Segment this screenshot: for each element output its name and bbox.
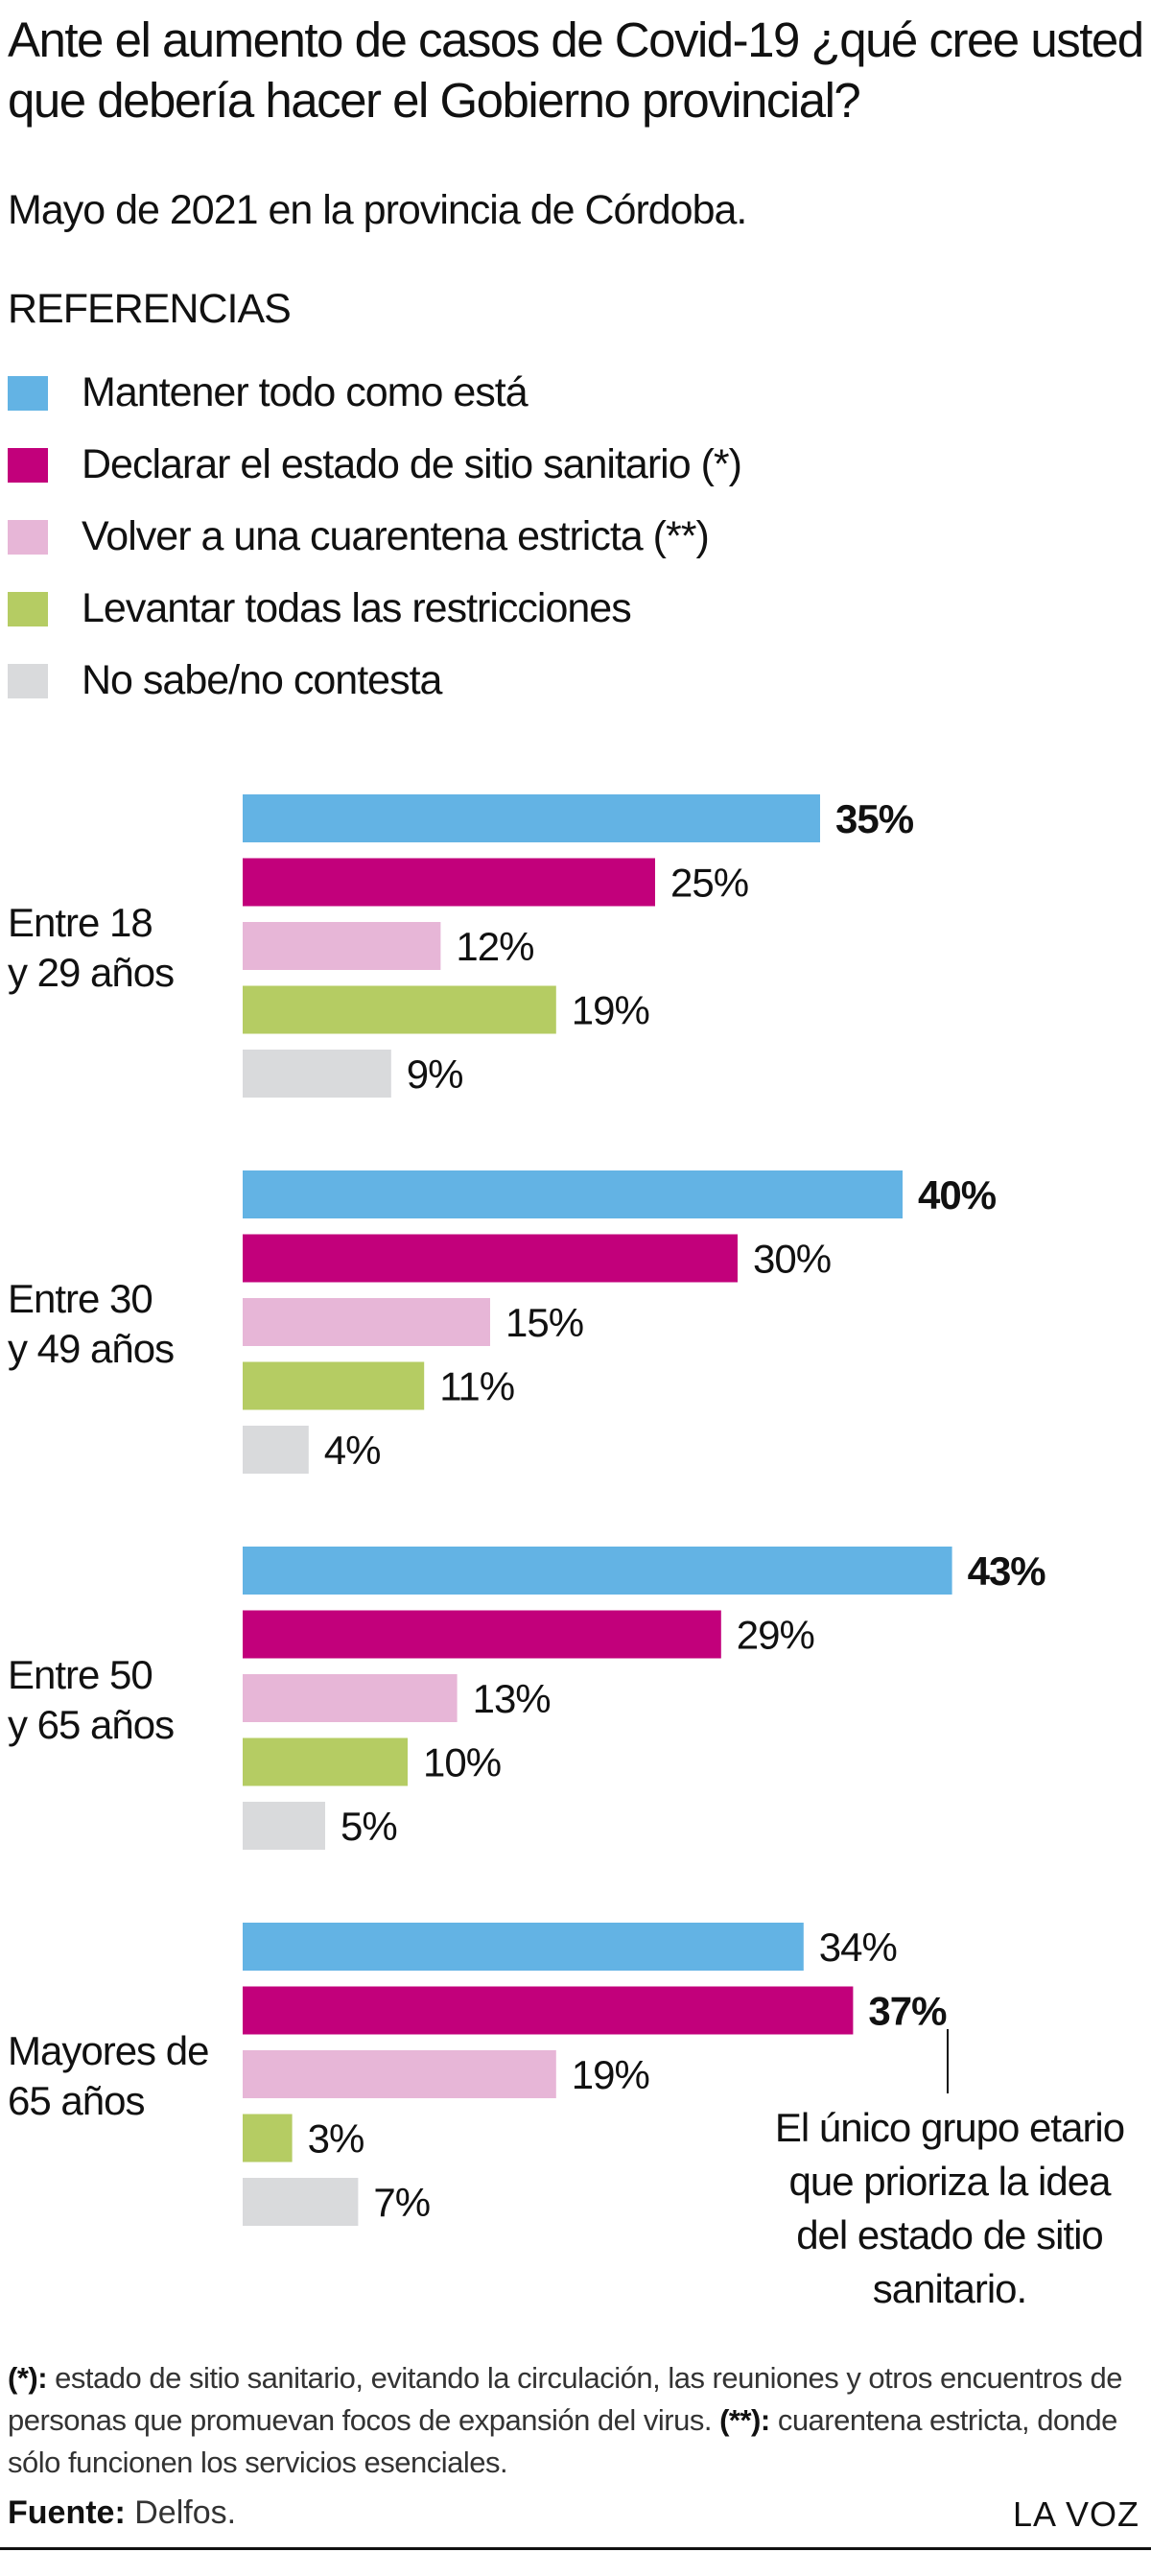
bar: [243, 1170, 903, 1218]
group-label: y 29 años: [8, 950, 174, 995]
legend-item-mantener: Mantener todo como está: [8, 357, 741, 429]
bar-value-label: 4%: [324, 1428, 381, 1473]
bar-value-label: 19%: [572, 2052, 649, 2097]
group-label: Mayores de: [8, 2028, 208, 2073]
legend-swatch: [8, 519, 48, 555]
bar-value-label: 19%: [572, 988, 649, 1033]
footnote-mark-1: (*):: [8, 2361, 48, 2395]
bar: [243, 794, 820, 842]
legend-swatch: [8, 375, 48, 411]
legend-item-cuarentena: Volver a una cuarentena estricta (**): [8, 501, 741, 573]
bar: [243, 1674, 458, 1722]
legend-label: Levantar todas las restricciones: [82, 585, 632, 631]
annotation-leader-line: [947, 2029, 949, 2093]
bar: [243, 1361, 425, 1410]
chart-subtitle: Mayo de 2021 en la provincia de Córdoba.: [8, 187, 747, 233]
footnote: (*): estado de sitio sanitario, evitando…: [8, 2357, 1144, 2484]
footnote-text-1: estado de sitio sanitario, evitando la c…: [8, 2361, 1122, 2437]
brand-logo: LA VOZ: [1012, 2494, 1139, 2534]
group-label: Entre 18: [8, 900, 153, 945]
group-label: y 65 años: [8, 1702, 174, 1747]
bar: [243, 858, 655, 907]
bar: [243, 2114, 293, 2162]
bar-value-label: 35%: [835, 796, 914, 841]
bar-value-label: 30%: [753, 1237, 831, 1282]
bar: [243, 2178, 359, 2226]
footnote-mark-2: (**):: [719, 2403, 770, 2437]
bar: [243, 1234, 738, 1283]
bar-value-label: 11%: [439, 1364, 514, 1409]
bottom-rule: [0, 2547, 1151, 2550]
legend-item-nsnc: No sabe/no contesta: [8, 645, 741, 717]
source: Fuente: Delfos.: [8, 2494, 236, 2532]
bar-value-label: 13%: [473, 1676, 551, 1721]
bar: [243, 1610, 721, 1659]
legend-swatch: [8, 447, 48, 483]
legend-title: REFERENCIAS: [8, 286, 292, 332]
source-label: Fuente:: [8, 2494, 126, 2531]
bar-value-label: 43%: [968, 1548, 1046, 1594]
annotation: El único grupo etario que prioriza la id…: [774, 2105, 1125, 2311]
bar-value-label: 40%: [918, 1172, 997, 1217]
bar: [243, 985, 556, 1034]
bar-value-label: 10%: [423, 1740, 501, 1785]
bar: [243, 1986, 854, 2035]
bar: [243, 1737, 408, 1786]
legend-item-levantar: Levantar todas las restricciones: [8, 573, 741, 645]
legend-label: No sabe/no contesta: [82, 657, 442, 703]
bar: [243, 1298, 490, 1346]
bar-value-label: 34%: [819, 1925, 897, 1970]
group-label: Entre 50: [8, 1652, 153, 1697]
bar: [243, 1426, 309, 1474]
group-label: y 49 años: [8, 1326, 174, 1371]
bar-value-label: 37%: [868, 1989, 947, 2034]
bar-value-label: 3%: [308, 2116, 364, 2162]
legend-label: Volver a una cuarentena estricta (**): [82, 513, 710, 559]
source-value: Delfos.: [125, 2494, 237, 2531]
legend-label: Mantener todo como está: [82, 369, 529, 415]
bar-value-label: 25%: [670, 861, 748, 906]
legend-swatch: [8, 663, 48, 698]
bar-chart: 35% 25% 12% 19% 9% Entre 18 y 29 años 40% 30% 15%…: [8, 794, 1046, 2226]
bar-value-label: 15%: [505, 1300, 583, 1345]
bar-value-label: 7%: [373, 2180, 430, 2225]
bar: [243, 922, 441, 970]
bar: [243, 1050, 391, 1098]
legend-item-sitio: Declarar el estado de sitio sanitario (*…: [8, 429, 742, 501]
bar: [243, 2050, 556, 2098]
bar: [243, 1547, 952, 1595]
bar: [243, 1923, 804, 1971]
legend-swatch: [8, 591, 48, 626]
bar: [243, 1802, 325, 1850]
chart-title: Ante el aumento de casos de Covid-19 ¿qu…: [8, 12, 1144, 128]
footnote-text-2: cuarentena estricta, donde sólo funcione…: [8, 2403, 1117, 2479]
bar-value-label: 12%: [456, 924, 533, 969]
bar-value-label: 5%: [341, 1804, 397, 1849]
group-label: 65 años: [8, 2078, 144, 2123]
bar-value-label: 9%: [407, 1052, 463, 1097]
legend-label: Declarar el estado de sitio sanitario (*…: [82, 441, 742, 487]
legend: Mantener todo como está Declarar el esta…: [8, 357, 742, 717]
group-label: Entre 30: [8, 1276, 153, 1321]
bar-value-label: 29%: [737, 1613, 814, 1658]
